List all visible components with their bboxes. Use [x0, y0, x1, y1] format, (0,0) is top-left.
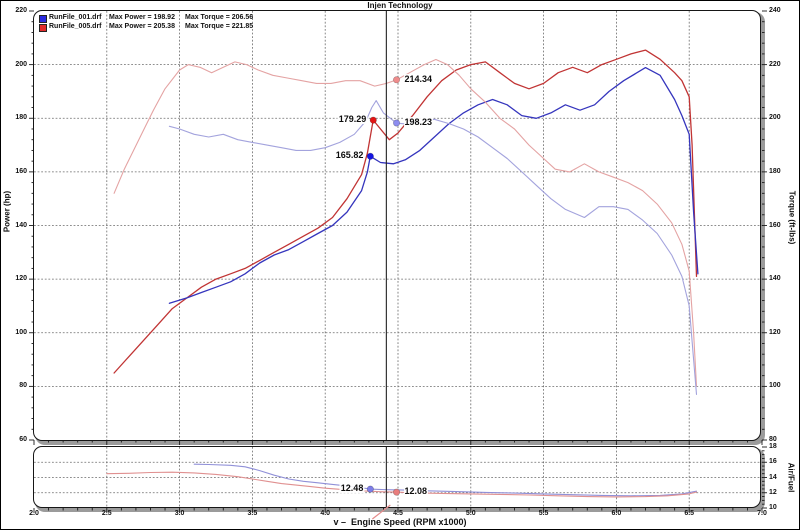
main-chart-panel — [33, 10, 761, 441]
annotation-power-001: 165.82 — [334, 150, 365, 161]
run005-file-label: RunFile_005.drf — [49, 23, 102, 30]
power-tick-label: 180 — [15, 114, 27, 122]
power-tick-label: 100 — [15, 328, 27, 336]
power-tick-label: 140 — [15, 221, 27, 229]
legend: RunFile_001.drf Max Power = 198.92 Max T… — [39, 14, 369, 32]
rpm-tick-label: 3.0 — [174, 510, 185, 517]
torque-tick-label: 200 — [769, 114, 781, 122]
airfuel-tick-label: 12 — [769, 488, 777, 496]
annotation-af-001: 12.48 — [339, 483, 365, 494]
x-axis-label-prefix: v – — [333, 517, 346, 527]
annotation-torque-005: 214.34 — [403, 73, 434, 84]
rpm-tick-label: 6.0 — [611, 510, 622, 517]
airfuel-tick-label: 10 — [769, 504, 777, 511]
x-axis-title-row: v – Engine Speed (RPM x1000) — [1, 517, 799, 527]
power-tick-label: 160 — [15, 167, 27, 175]
torque-axis-title: Torque (ft-lbs) — [787, 190, 797, 245]
power-tick-label: 60 — [19, 436, 27, 443]
run001-max-power-label: Max Power = 198.92 — [109, 14, 175, 21]
torque-tick-label: 240 — [769, 7, 781, 14]
airfuel-axis-title: Air/Fuel — [786, 462, 796, 493]
run001-file-label: RunFile_001.drf — [49, 14, 102, 21]
x-axis-title: Engine Speed (RPM x1000) — [350, 517, 467, 527]
legend-row-run001: RunFile_001.drf Max Power = 198.92 Max T… — [39, 14, 369, 23]
annotation-torque-001: 198.23 — [403, 116, 434, 127]
rpm-tick-label: 2.0 — [29, 510, 39, 517]
run005-max-power-label: Max Power = 205.38 — [109, 23, 175, 30]
rpm-tick-label: 3.5 — [247, 510, 258, 517]
page-title: Injen Technology — [367, 1, 433, 10]
torque-tick-label: 160 — [769, 221, 781, 229]
annotation-power-005: 179.29 — [337, 114, 368, 125]
annotation-af-005: 12.08 — [403, 486, 429, 497]
airfuel-tick-label: 16 — [769, 458, 777, 466]
torque-tick-label: 120 — [769, 328, 781, 336]
run005-color-swatch — [39, 24, 47, 32]
legend-row-run005: RunFile_005.drf Max Power = 205.38 Max T… — [39, 23, 369, 32]
torque-tick-label: 180 — [769, 167, 781, 175]
rpm-tick-label: 4.0 — [320, 510, 331, 517]
torque-tick-label: 220 — [769, 60, 781, 68]
rpm-tick-label: 7.0 — [757, 510, 767, 517]
torque-tick-label: 80 — [769, 436, 777, 443]
airfuel-tick-label: 18 — [769, 443, 777, 450]
torque-tick-label: 100 — [769, 382, 781, 390]
run005-max-torque-label: Max Torque = 221.85 — [185, 23, 254, 30]
power-tick-label: 200 — [15, 60, 27, 68]
rpm-tick-label: 5.0 — [465, 510, 476, 517]
airfuel-tick-label: 14 — [769, 473, 777, 481]
rpm-tick-label: 6.5 — [684, 510, 695, 517]
power-tick-label: 120 — [15, 275, 27, 283]
rpm-tick-label: 2.5 — [101, 510, 112, 517]
power-tick-label: 80 — [19, 382, 27, 390]
torque-tick-label: 140 — [769, 275, 781, 283]
rpm-tick-label: 4.5 — [393, 510, 403, 517]
rpm-tick-label: 5.5 — [538, 510, 549, 517]
power-tick-label: 220 — [15, 7, 27, 14]
run001-color-swatch — [39, 15, 47, 23]
airfuel-chart-panel — [33, 446, 761, 508]
run001-max-torque-label: Max Torque = 206.56 — [185, 14, 254, 21]
